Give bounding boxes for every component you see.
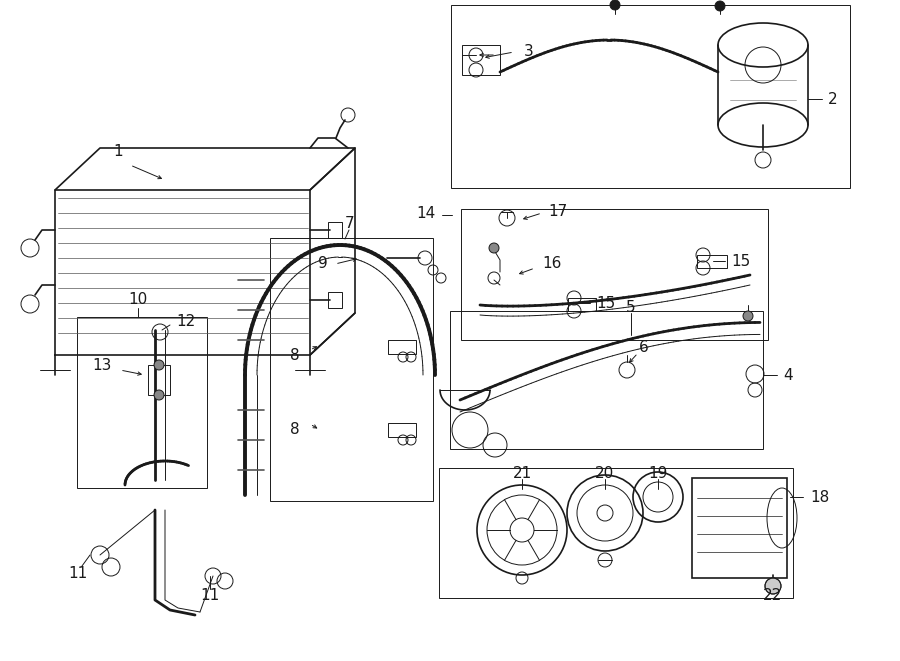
Text: 6: 6 xyxy=(639,340,649,356)
Text: 21: 21 xyxy=(512,465,532,481)
Text: 13: 13 xyxy=(93,358,112,373)
Text: 10: 10 xyxy=(129,292,148,307)
Bar xyxy=(439,468,793,598)
Bar xyxy=(451,5,850,188)
Bar xyxy=(388,423,416,437)
Text: 22: 22 xyxy=(763,588,783,603)
Bar xyxy=(388,340,416,354)
Text: 8: 8 xyxy=(291,422,300,438)
Bar xyxy=(148,365,170,395)
Text: 16: 16 xyxy=(542,256,562,272)
Text: 9: 9 xyxy=(319,256,328,272)
Bar xyxy=(450,311,763,449)
Circle shape xyxy=(715,1,725,11)
Bar xyxy=(77,317,207,488)
Text: 7: 7 xyxy=(346,217,355,231)
Text: 2: 2 xyxy=(828,91,838,106)
Circle shape xyxy=(743,311,753,321)
Circle shape xyxy=(610,0,620,10)
Text: 19: 19 xyxy=(648,465,668,481)
Text: 3: 3 xyxy=(524,44,534,59)
Bar xyxy=(270,238,433,501)
Text: 1: 1 xyxy=(113,145,122,159)
Text: 18: 18 xyxy=(810,490,829,504)
Bar xyxy=(328,292,342,308)
Circle shape xyxy=(489,243,499,253)
Text: 15: 15 xyxy=(596,295,616,311)
Bar xyxy=(328,222,342,238)
Bar xyxy=(461,209,768,340)
Text: 15: 15 xyxy=(731,254,751,268)
Bar xyxy=(692,478,787,578)
Text: 8: 8 xyxy=(291,348,300,364)
Text: 20: 20 xyxy=(596,465,615,481)
Bar xyxy=(568,298,596,311)
Text: 5: 5 xyxy=(626,301,635,315)
Circle shape xyxy=(154,390,164,400)
Text: 4: 4 xyxy=(783,368,793,383)
Bar xyxy=(462,45,500,75)
Text: 12: 12 xyxy=(176,313,195,329)
Text: 11: 11 xyxy=(201,588,220,602)
Text: 17: 17 xyxy=(548,204,567,219)
Circle shape xyxy=(154,360,164,370)
Circle shape xyxy=(765,578,781,594)
Text: 14: 14 xyxy=(417,206,436,221)
Text: 11: 11 xyxy=(68,566,87,580)
Bar xyxy=(697,255,727,268)
